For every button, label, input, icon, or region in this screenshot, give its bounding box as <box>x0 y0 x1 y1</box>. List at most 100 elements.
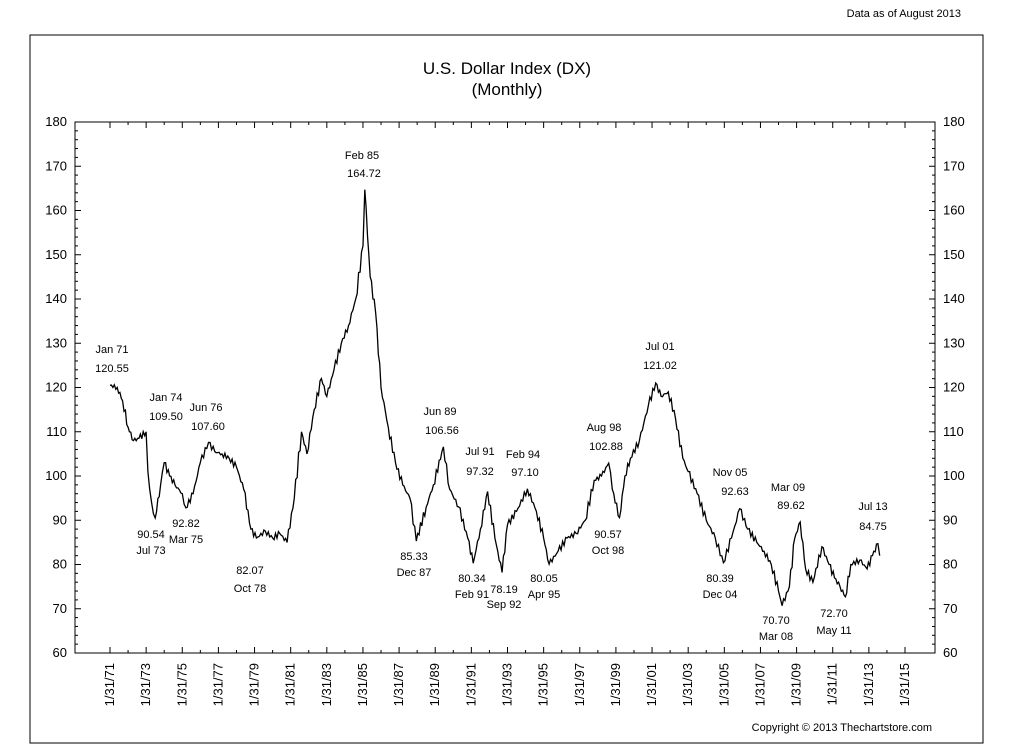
y-tick-label-right: 100 <box>943 468 965 483</box>
annotation-date: Feb 85 <box>345 150 379 162</box>
x-tick-label: 1/31/01 <box>644 663 659 706</box>
annotations: Jan 71 120.55 Jan 74 109.50 Jun 76 107.60 90.5… <box>95 150 888 643</box>
x-tick-label: 1/31/11 <box>825 663 840 705</box>
annotation-date: Dec 87 <box>397 567 432 579</box>
y-tick-label-left: 170 <box>45 158 67 173</box>
annotation-value: 72.70 <box>820 608 848 620</box>
annotation-value: 90.54 <box>137 529 165 541</box>
x-tick-label: 1/31/85 <box>355 663 370 706</box>
annotation-value: 106.56 <box>425 425 459 437</box>
annotation-value: 121.02 <box>643 360 677 372</box>
y-tick-label-right: 150 <box>943 247 965 262</box>
y-tick-label-left: 180 <box>45 114 67 129</box>
x-tick-label: 1/31/97 <box>572 663 587 706</box>
annotation-value: 80.39 <box>706 573 734 585</box>
x-tick-label: 1/31/05 <box>716 663 731 706</box>
y-tick-label-left: 150 <box>45 247 67 262</box>
chart-subtitle: (Monthly) <box>472 80 543 99</box>
x-tick-label: 1/31/07 <box>752 663 767 706</box>
x-tick-label: 1/31/83 <box>319 663 334 706</box>
y-tick-label-right: 80 <box>943 557 957 572</box>
y-tick-label-right: 120 <box>943 380 965 395</box>
annotation-value: 70.70 <box>762 615 790 627</box>
annotation-date: Jun 76 <box>189 402 222 414</box>
y-tick-label-right: 60 <box>943 645 957 660</box>
x-tick-label: 1/31/93 <box>500 663 515 706</box>
annotation-date: Mar 08 <box>759 631 793 643</box>
x-tick-label: 1/31/09 <box>789 663 804 706</box>
y-axis-right: 60 70 80 90 100 110 120 130 140 150 160 170 180 <box>929 114 965 660</box>
annotation-value: 90.57 <box>594 529 622 541</box>
annotation-date: Apr 95 <box>528 589 560 601</box>
annotation-value: 164.72 <box>347 168 381 180</box>
x-tick-label: 1/31/77 <box>210 663 225 706</box>
annotation-value: 97.10 <box>511 467 539 479</box>
x-axis: 1/31/71 1/31/73 1/31/75 1/31/77 1/31/79 1/31/… <box>102 122 912 706</box>
annotation-date: Jul 01 <box>645 341 674 353</box>
y-tick-label-left: 60 <box>53 645 67 660</box>
annotation-date: Jul 91 <box>465 446 494 458</box>
annotation-date: Oct 98 <box>592 545 624 557</box>
annotation-value: 97.32 <box>466 466 494 478</box>
annotation-value: 92.82 <box>172 518 200 530</box>
y-tick-label-left: 110 <box>46 424 67 439</box>
x-tick-label: 1/31/95 <box>536 663 551 706</box>
series-line <box>109 189 881 606</box>
annotation-date: May 11 <box>816 625 851 637</box>
annotation-value: 107.60 <box>191 421 225 433</box>
y-tick-label-left: 160 <box>45 203 67 218</box>
annotation-date: Nov 05 <box>713 467 748 479</box>
annotation-value: 78.19 <box>490 584 518 596</box>
x-tick-label: 1/31/73 <box>138 663 153 706</box>
y-tick-label-left: 100 <box>45 468 67 483</box>
y-tick-label-right: 130 <box>943 335 965 350</box>
annotation-date: Aug 98 <box>587 422 622 434</box>
y-tick-label-right: 180 <box>943 114 965 129</box>
header-note: Data as of August 2013 <box>846 8 961 20</box>
y-tick-label-right: 160 <box>943 203 965 218</box>
annotation-value: 120.55 <box>95 363 129 375</box>
annotation-value: 80.05 <box>530 573 558 585</box>
annotation-date: Oct 78 <box>234 583 266 595</box>
annotation-date: Feb 94 <box>506 449 540 461</box>
annotation-value: 102.88 <box>589 441 623 453</box>
chart-title: U.S. Dollar Index (DX) <box>423 59 591 78</box>
annotation-value: 84.75 <box>859 521 887 533</box>
annotation-date: Mar 09 <box>771 482 805 494</box>
x-tick-label: 1/31/89 <box>427 663 442 706</box>
plot-area <box>74 121 936 654</box>
annotation-date: Feb 91 <box>455 589 489 601</box>
y-tick-label-right: 110 <box>943 424 964 439</box>
y-tick-label-right: 170 <box>943 158 965 173</box>
outer-frame <box>29 34 984 744</box>
annotation-date: Jun 89 <box>423 406 456 418</box>
copyright: Copyright © 2013 Thechartstore.com <box>752 722 932 734</box>
annotation-value: 80.34 <box>458 573 486 585</box>
y-tick-label-right: 140 <box>943 291 965 306</box>
annotation-date: Mar 75 <box>169 534 203 546</box>
annotation-value: 85.33 <box>400 551 428 563</box>
x-tick-label: 1/31/13 <box>861 663 876 706</box>
annotation-date: Jul 13 <box>858 501 887 513</box>
annotation-date: Dec 04 <box>703 589 738 601</box>
x-tick-label: 1/31/87 <box>391 663 406 706</box>
x-tick-label: 1/31/75 <box>174 663 189 706</box>
y-tick-label-right: 70 <box>943 601 957 616</box>
y-tick-label-left: 130 <box>45 335 67 350</box>
annotation-value: 109.50 <box>149 411 183 423</box>
x-tick-label: 1/31/81 <box>283 663 298 706</box>
annotation-value: 92.63 <box>721 486 749 498</box>
y-axis-left: 60 70 80 90 100 110 120 130 140 150 160 170 180 <box>45 114 81 660</box>
x-tick-label: 1/31/79 <box>247 663 262 706</box>
x-tick-label: 1/31/99 <box>608 663 623 706</box>
y-tick-label-left: 80 <box>53 557 67 572</box>
annotation-date: Sep 92 <box>487 599 522 611</box>
annotation-date: Jan 74 <box>149 392 182 404</box>
y-tick-label-right: 90 <box>943 512 957 527</box>
y-tick-label-left: 140 <box>45 291 67 306</box>
annotation-value: 82.07 <box>236 565 264 577</box>
x-tick-label: 1/31/91 <box>463 663 478 706</box>
annotation-value: 89.62 <box>777 500 805 512</box>
x-tick-label: 1/31/15 <box>897 663 912 706</box>
